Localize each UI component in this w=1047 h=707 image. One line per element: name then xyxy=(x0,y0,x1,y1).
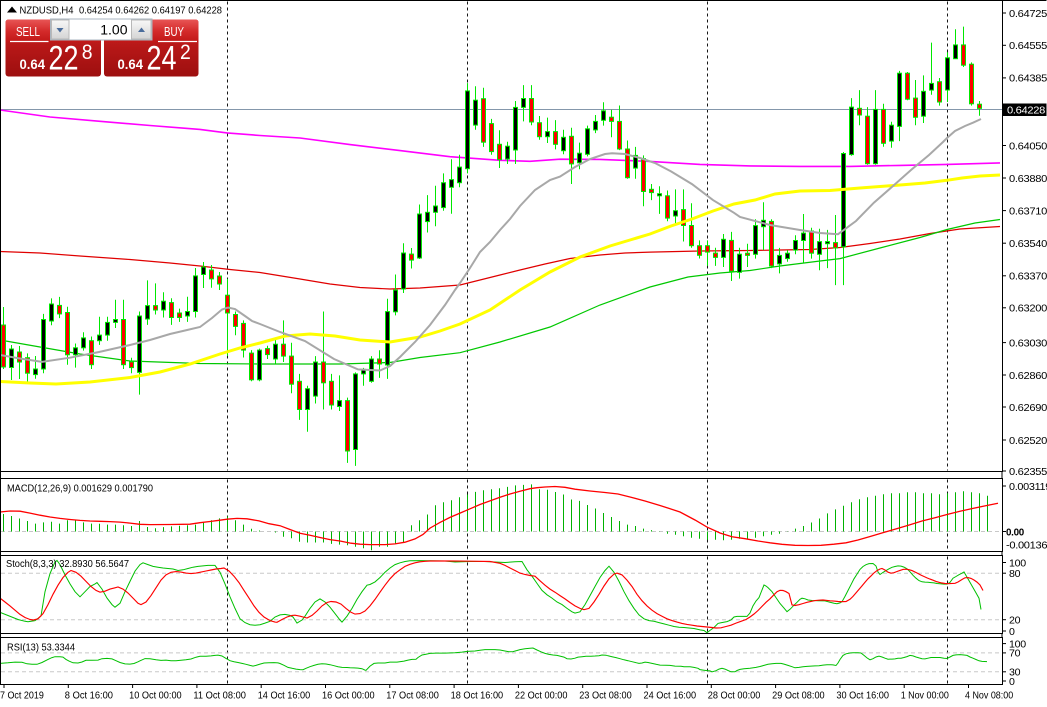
svg-text:0.62860: 0.62860 xyxy=(1009,370,1047,382)
svg-text:0.64050: 0.64050 xyxy=(1009,140,1047,152)
svg-text:0.003119: 0.003119 xyxy=(1009,481,1047,493)
svg-text:30 Oct 16:00: 30 Oct 16:00 xyxy=(836,690,889,702)
svg-text:70: 70 xyxy=(1009,648,1021,660)
svg-text:0.63030: 0.63030 xyxy=(1009,337,1047,349)
svg-text:30: 30 xyxy=(1009,667,1021,679)
svg-text:MACD(12,26,9) 0.001629 0.00179: MACD(12,26,9) 0.001629 0.001790 xyxy=(7,484,153,495)
svg-text:0.00: 0.00 xyxy=(1006,526,1024,538)
svg-text:28 Oct 00:00: 28 Oct 00:00 xyxy=(708,690,761,702)
svg-text:20: 20 xyxy=(1009,615,1021,627)
svg-text:0.64: 0.64 xyxy=(118,56,144,72)
svg-text:Stoch(8,3,3) 32.8930 56.5647: Stoch(8,3,3) 32.8930 56.5647 xyxy=(6,559,129,570)
svg-text:0.64385: 0.64385 xyxy=(1009,73,1047,85)
svg-text:29 Oct 08:00: 29 Oct 08:00 xyxy=(772,690,825,702)
svg-text:0: 0 xyxy=(1009,676,1015,688)
svg-text:100: 100 xyxy=(1009,557,1026,569)
svg-text:0.64254 0.64262 0.64197 0.6422: 0.64254 0.64262 0.64197 0.64228 xyxy=(79,5,222,17)
svg-text:24: 24 xyxy=(147,40,177,78)
svg-text:BUY: BUY xyxy=(164,25,185,39)
svg-text:24 Oct 16:00: 24 Oct 16:00 xyxy=(644,690,697,702)
svg-text:1 Nov 00:00: 1 Nov 00:00 xyxy=(901,690,949,702)
svg-text:0.63200: 0.63200 xyxy=(1009,303,1047,315)
svg-text:RSI(13) 53.3344: RSI(13) 53.3344 xyxy=(7,643,75,654)
svg-text:14 Oct 16:00: 14 Oct 16:00 xyxy=(258,690,311,702)
svg-text:0.62355: 0.62355 xyxy=(1009,466,1047,478)
svg-text:22: 22 xyxy=(49,40,79,78)
svg-text:0: 0 xyxy=(1009,626,1015,638)
svg-text:0.63370: 0.63370 xyxy=(1009,271,1047,283)
svg-text:16 Oct 00:00: 16 Oct 00:00 xyxy=(322,690,375,702)
svg-text:0.64555: 0.64555 xyxy=(1009,40,1047,52)
svg-text:2: 2 xyxy=(180,41,191,64)
svg-text:22 Oct 00:00: 22 Oct 00:00 xyxy=(515,690,568,702)
svg-text:8 Oct 16:00: 8 Oct 16:00 xyxy=(65,690,113,702)
svg-text:NZDUSD,H4: NZDUSD,H4 xyxy=(20,5,74,17)
svg-text:0.64228: 0.64228 xyxy=(1007,104,1045,116)
svg-text:0.64725: 0.64725 xyxy=(1009,8,1047,20)
svg-text:0.63540: 0.63540 xyxy=(1009,238,1047,250)
svg-text:SELL: SELL xyxy=(16,25,40,39)
svg-text:8: 8 xyxy=(82,41,93,64)
svg-text:11 Oct 08:00: 11 Oct 08:00 xyxy=(193,690,246,702)
svg-text:17 Oct 08:00: 17 Oct 08:00 xyxy=(386,690,439,702)
svg-text:0.63710: 0.63710 xyxy=(1009,205,1047,217)
svg-text:80: 80 xyxy=(1009,568,1021,580)
svg-text:1.00: 1.00 xyxy=(100,22,127,38)
svg-text:10 Oct 00:00: 10 Oct 00:00 xyxy=(129,690,182,702)
svg-text:100: 100 xyxy=(1009,638,1026,650)
svg-text:4 Nov 08:00: 4 Nov 08:00 xyxy=(965,690,1013,702)
svg-text:23 Oct 08:00: 23 Oct 08:00 xyxy=(579,690,632,702)
svg-text:0.63880: 0.63880 xyxy=(1009,173,1047,185)
svg-text:-0.001368: -0.001368 xyxy=(1006,539,1047,551)
svg-text:0.62520: 0.62520 xyxy=(1009,435,1047,447)
svg-text:0.64: 0.64 xyxy=(20,56,46,72)
svg-text:18 Oct 16:00: 18 Oct 16:00 xyxy=(451,690,504,702)
svg-text:0.62690: 0.62690 xyxy=(1009,402,1047,414)
svg-text:7 Oct 2019: 7 Oct 2019 xyxy=(0,690,44,702)
